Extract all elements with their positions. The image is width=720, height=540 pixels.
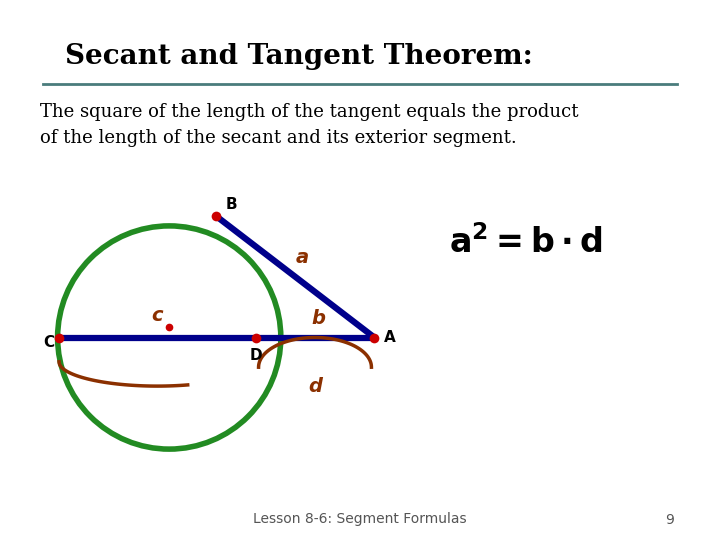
Text: 9: 9: [665, 512, 674, 526]
Text: A: A: [384, 330, 395, 345]
Text: d: d: [308, 376, 322, 395]
Text: Secant and Tangent Theorem:: Secant and Tangent Theorem:: [65, 43, 533, 70]
Text: C: C: [43, 335, 55, 350]
Text: Lesson 8-6: Segment Formulas: Lesson 8-6: Segment Formulas: [253, 512, 467, 526]
Text: b: b: [312, 309, 325, 328]
Text: D: D: [249, 348, 262, 363]
Text: $\mathbf{a^2 = b \bullet d}$: $\mathbf{a^2 = b \bullet d}$: [449, 226, 603, 260]
Text: B: B: [225, 198, 237, 213]
Text: c: c: [152, 306, 163, 325]
Text: a: a: [296, 248, 309, 267]
Text: The square of the length of the tangent equals the product
of the length of the : The square of the length of the tangent …: [40, 103, 578, 147]
